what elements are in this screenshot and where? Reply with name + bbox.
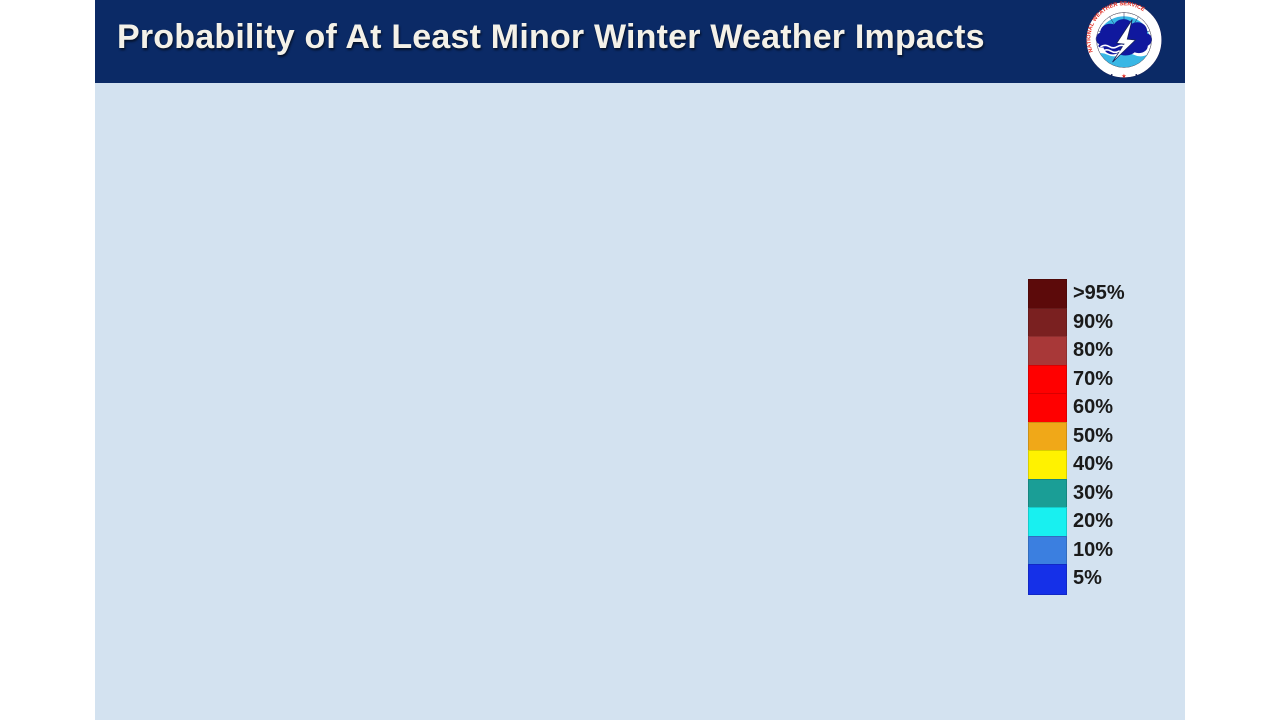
svg-text:★: ★: [1121, 73, 1127, 80]
